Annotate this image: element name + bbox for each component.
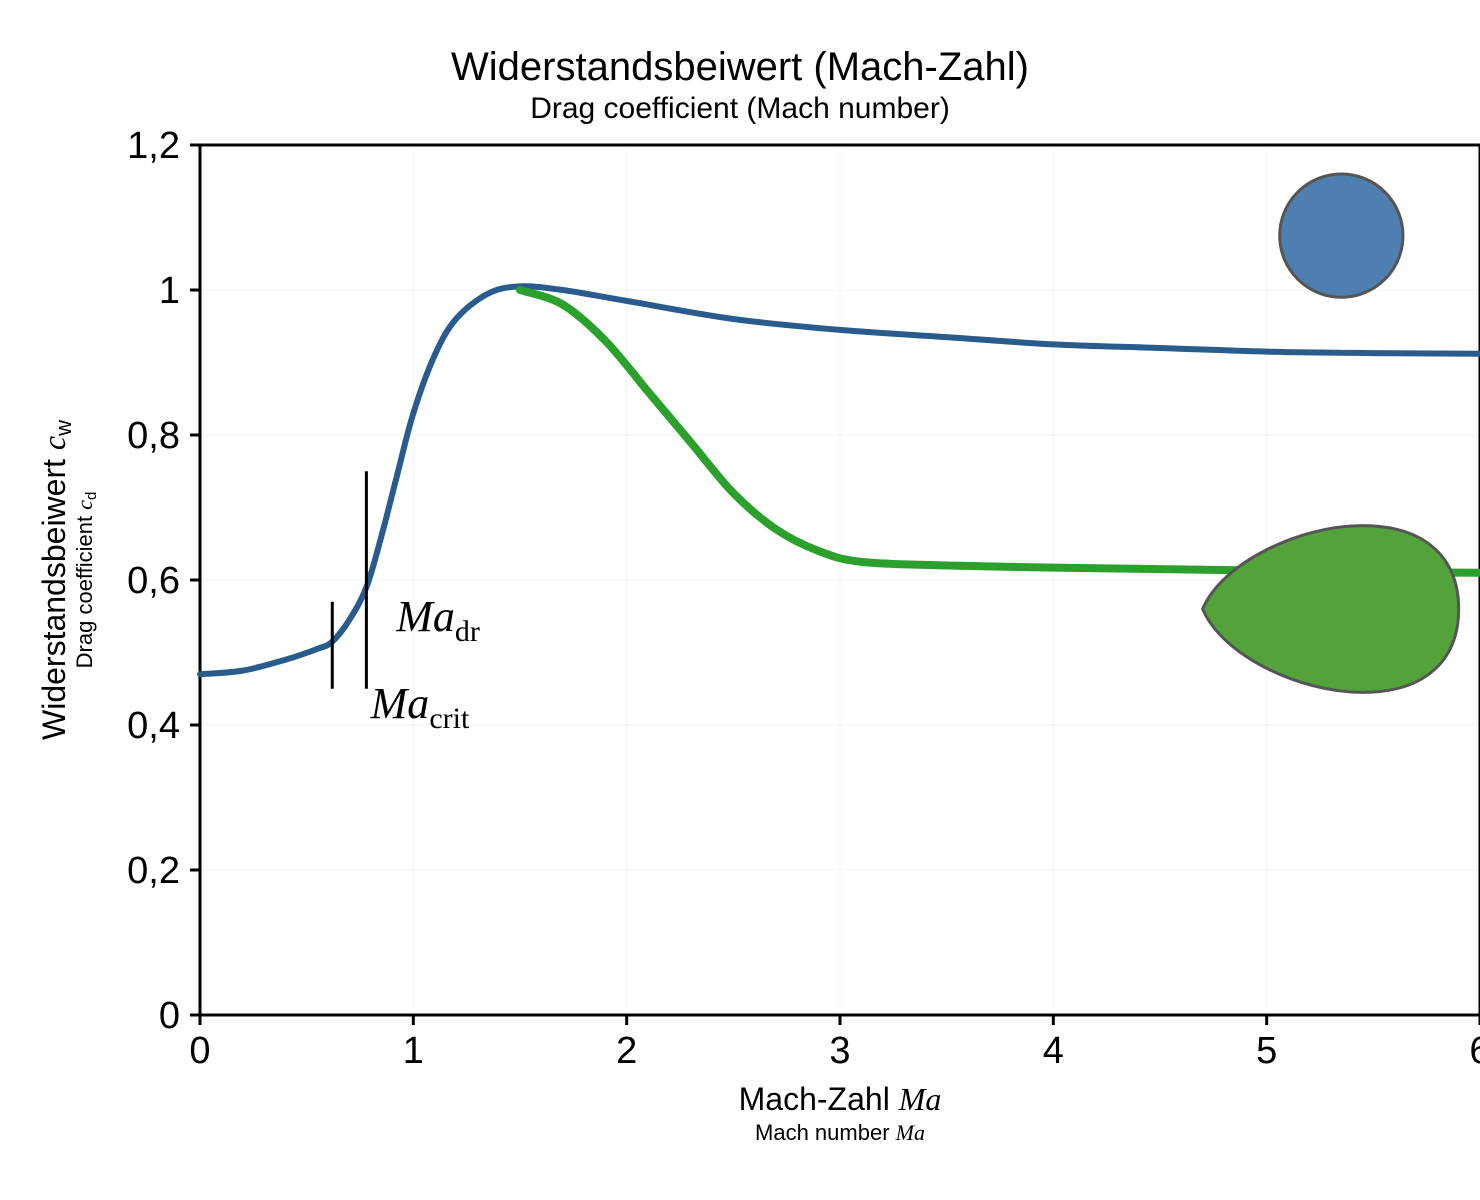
drag-coefficient-chart: Widerstandsbeiwert (Mach-Zahl) Drag coef…: [0, 0, 1480, 1200]
x-tick-label: 1: [403, 1030, 424, 1072]
x-axis-label-main: Mach-Zahl Ma: [739, 1081, 942, 1117]
sphere-icon: [1280, 174, 1403, 297]
y-axis-label: Widerstandsbeiwert cwDrag coefficient cd: [36, 420, 100, 740]
y-tick-label: 1,2: [127, 125, 180, 167]
y-tick-label: 0,4: [127, 705, 180, 747]
x-tick-label: 6: [1469, 1030, 1480, 1072]
y-axis-label-sub: Drag coefficient cd: [72, 492, 100, 669]
y-tick-labels: 0 0,2 0,4 0,6 0,8 1 1,2: [127, 125, 180, 1037]
x-tick-label: 3: [829, 1030, 850, 1072]
y-tick-label: 0: [159, 995, 180, 1037]
x-tick-labels: 0 1 2 3 4 5 6: [189, 1030, 1480, 1072]
y-axis-label-main: Widerstandsbeiwert cw: [36, 420, 76, 740]
y-tick-label: 0,6: [127, 560, 180, 602]
x-axis-label: Mach-Zahl Ma Mach number Ma: [739, 1081, 942, 1145]
chart-title-sub: Drag coefficient (Mach number): [530, 92, 950, 125]
x-axis-label-sub: Mach number Ma: [755, 1120, 925, 1145]
y-tick-label: 0,8: [127, 415, 180, 457]
x-tick-label: 4: [1043, 1030, 1064, 1072]
y-tick-label: 1: [159, 270, 180, 312]
y-tick-label: 0,2: [127, 850, 180, 892]
x-tick-label: 5: [1256, 1030, 1277, 1072]
x-tick-label: 0: [189, 1030, 210, 1072]
chart-title-main: Widerstandsbeiwert (Mach-Zahl): [451, 45, 1029, 89]
x-tick-label: 2: [616, 1030, 637, 1072]
